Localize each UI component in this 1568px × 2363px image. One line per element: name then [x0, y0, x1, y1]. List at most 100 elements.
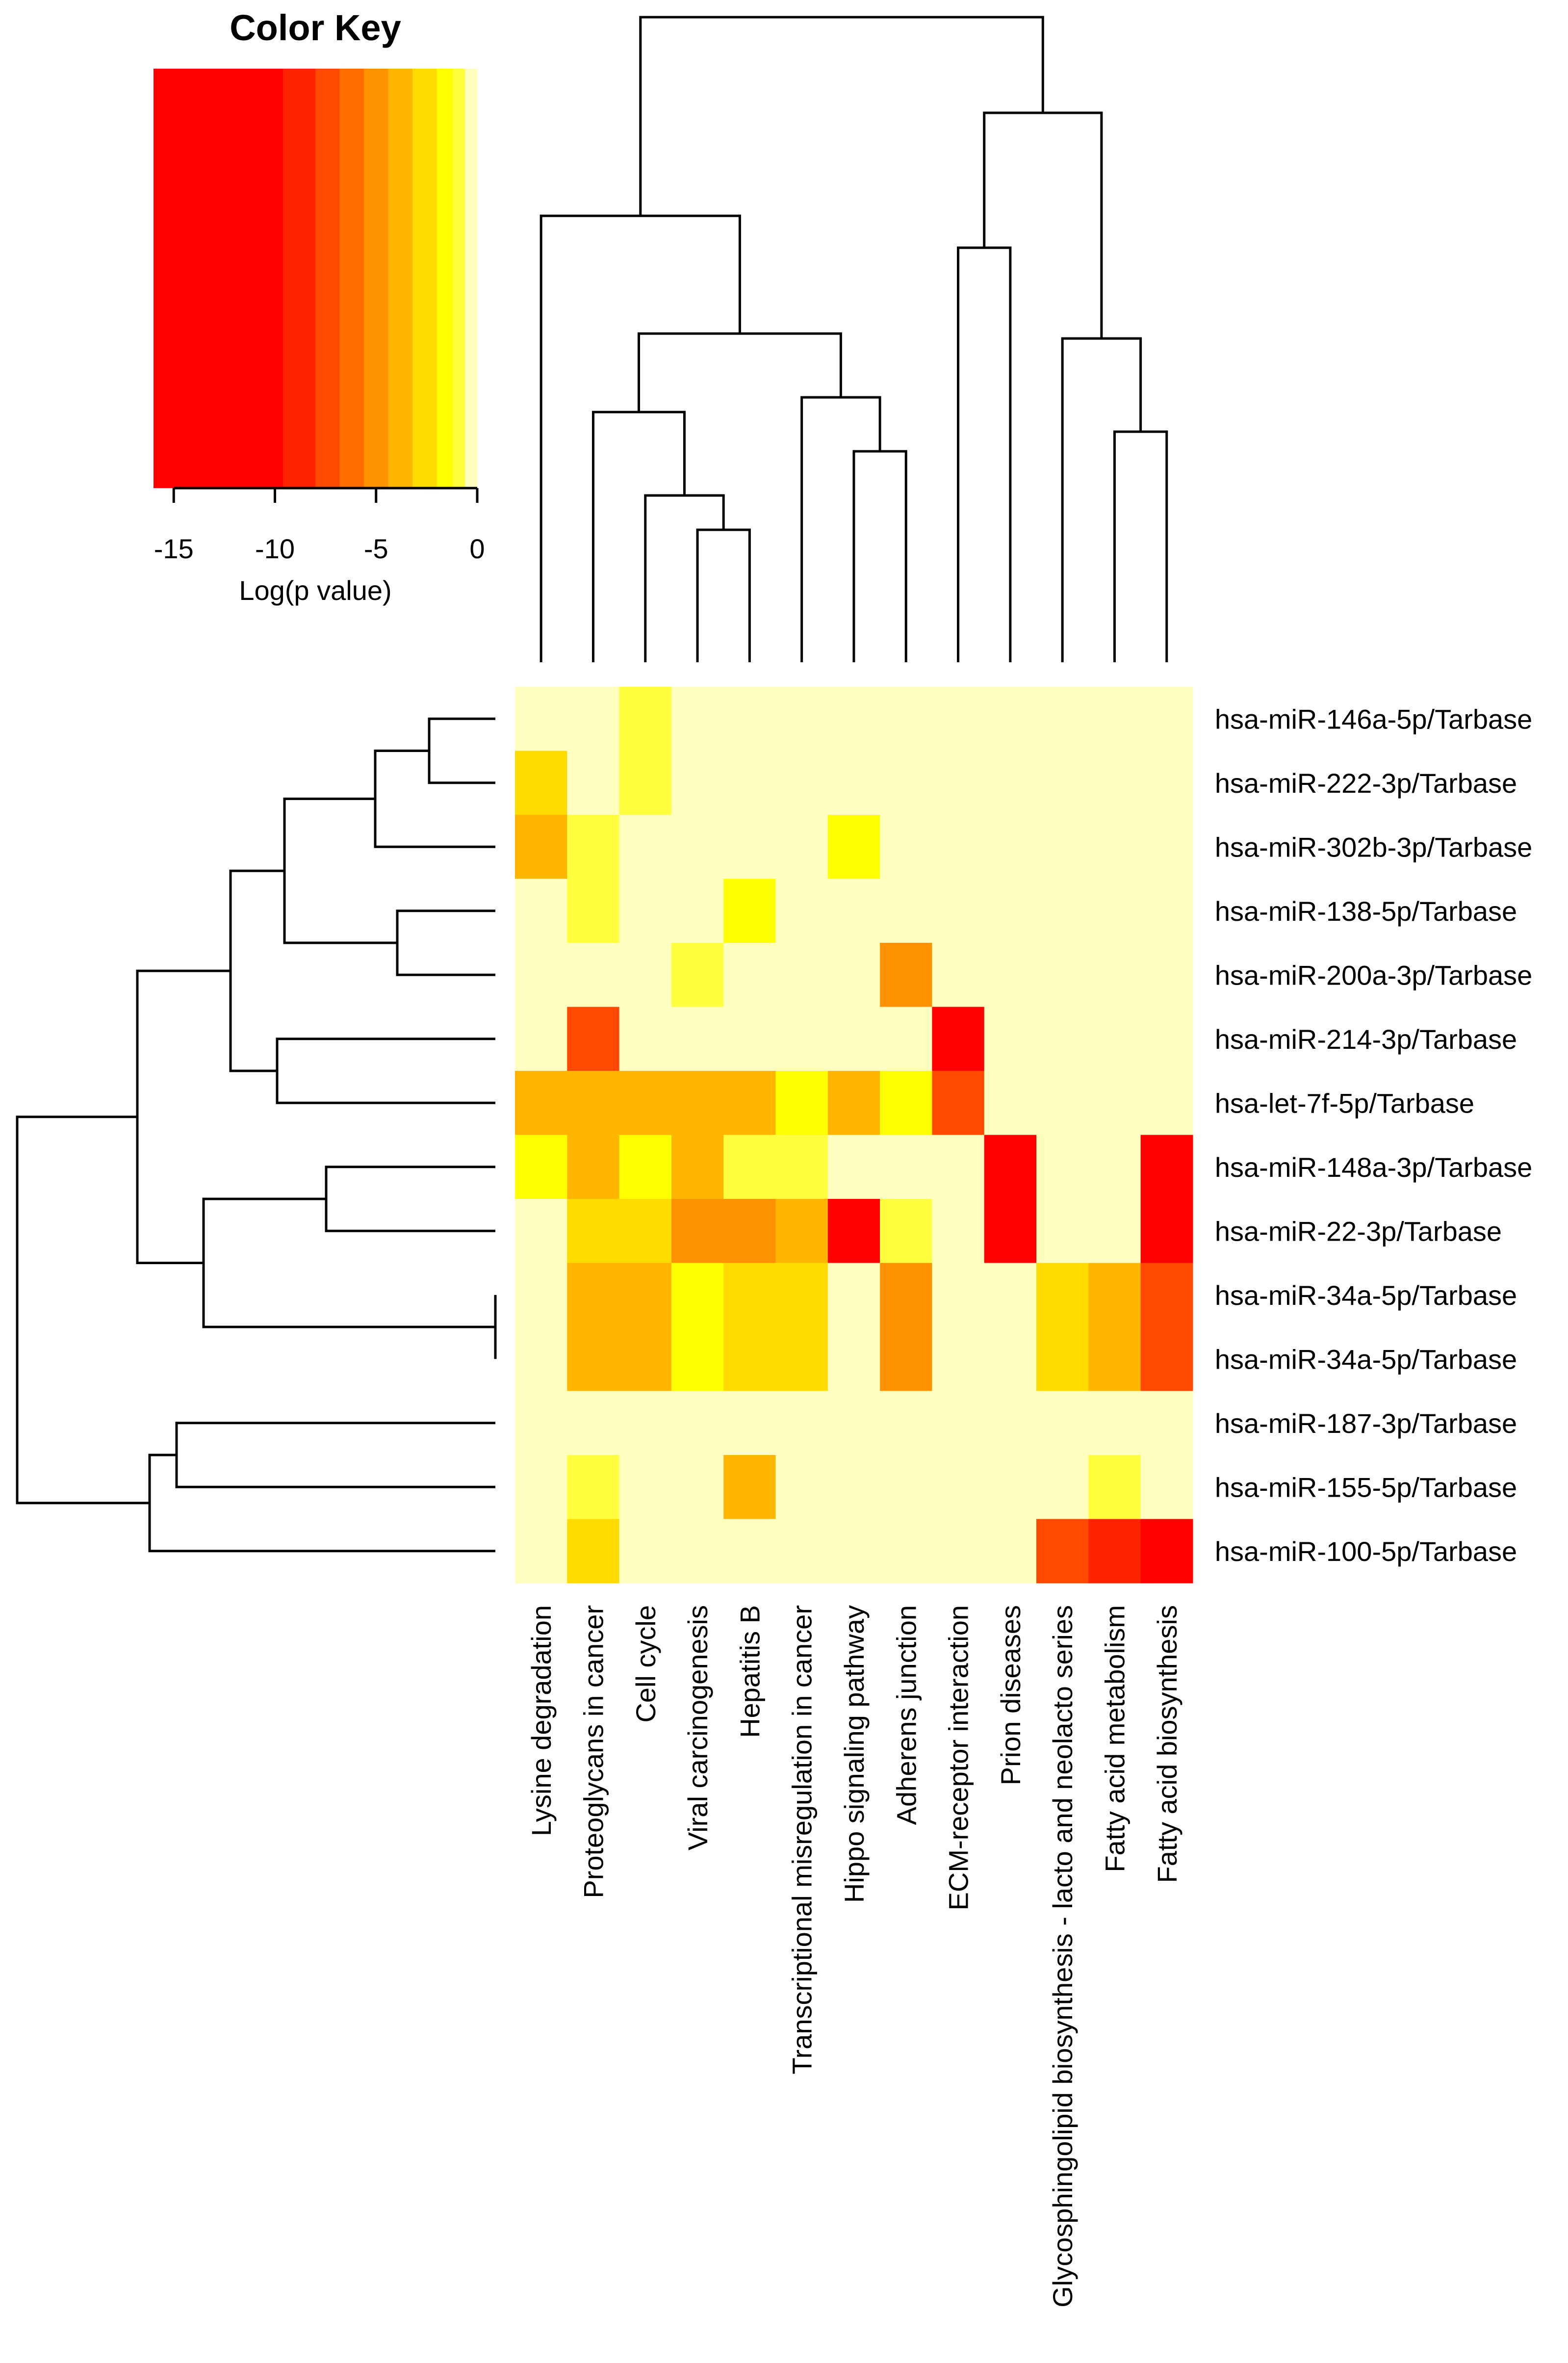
heatmap-cell [567, 687, 620, 752]
row-label: hsa-miR-148a-3p/Tarbase [1215, 1152, 1532, 1183]
color-key-bin [339, 69, 364, 488]
heatmap-cell [880, 751, 932, 815]
heatmap-cell [515, 1263, 567, 1327]
column-label: Fatty acid metabolism [1099, 1605, 1130, 1872]
heatmap-cell [984, 1199, 1037, 1264]
color-key-xlabel: Log(p value) [239, 575, 391, 606]
heatmap-cell [1088, 1391, 1141, 1455]
heatmap-cell [515, 1519, 567, 1584]
color-key-bin [364, 69, 388, 488]
column-label: Glycosphingolipid biosynthesis - lacto a… [1047, 1605, 1078, 2308]
heatmap-cell [619, 1327, 672, 1392]
dendrogram-branch [852, 450, 907, 662]
heatmap-cell [1036, 1071, 1089, 1136]
heatmap-cell [1036, 751, 1089, 815]
heatmap-cell [775, 751, 828, 815]
heatmap-cell [880, 1519, 932, 1584]
column-label: ECM-receptor interaction [943, 1605, 974, 1910]
heatmap-cell [1036, 1263, 1089, 1327]
heatmap-cell [515, 879, 567, 943]
dendrogram-branch [540, 214, 741, 662]
heatmap-cell [619, 751, 672, 815]
heatmap-cell [1088, 1135, 1141, 1199]
row-label: hsa-miR-22-3p/Tarbase [1215, 1216, 1502, 1246]
dendrogram-branch [1113, 430, 1168, 662]
heatmap-cell [775, 879, 828, 943]
dendrogram-branch [16, 1116, 150, 1505]
color-key-bin [315, 69, 340, 488]
heatmap-cell [567, 1007, 620, 1071]
heatmap-cell [827, 1327, 880, 1392]
heatmap-cell [827, 879, 880, 943]
heatmap-cell [723, 1455, 776, 1520]
column-label: Transcriptional misregulation in cancer [787, 1605, 818, 2075]
color-key-bin [412, 69, 437, 488]
heatmap-cell [619, 1263, 672, 1327]
heatmap-cell [1140, 1327, 1193, 1392]
heatmap-cell [775, 1071, 828, 1136]
heatmap-cell [880, 1391, 932, 1455]
row-label: hsa-miR-200a-3p/Tarbase [1215, 960, 1532, 990]
heatmap-cell [515, 1135, 567, 1199]
heatmap-cell [775, 1007, 828, 1071]
column-labels: Lysine degradation Proteoglycans in cance… [526, 1605, 1182, 2308]
column-label: Hippo signaling pathway [839, 1605, 870, 1903]
heatmap-cell [1088, 1455, 1141, 1520]
color-key-bin [453, 69, 465, 488]
heatmap-cell [775, 687, 828, 752]
heatmap-cell [1036, 943, 1089, 1008]
row-label: hsa-miR-214-3p/Tarbase [1215, 1024, 1517, 1055]
heatmap-cell [880, 687, 932, 752]
heatmap-cell [567, 1455, 620, 1520]
dendrogram-branch [276, 1038, 495, 1104]
heatmap-cell [984, 1007, 1037, 1071]
heatmap-cell [567, 879, 620, 943]
heatmap-cell [671, 879, 724, 943]
heatmap-cell [671, 815, 724, 880]
heatmap-cell [723, 815, 776, 880]
heatmap-cell [827, 1263, 880, 1327]
heatmap-cell [984, 687, 1037, 752]
heatmap-cell [827, 1071, 880, 1136]
color-key-title: Color Key [230, 7, 401, 48]
heatmap-cell [1036, 1519, 1089, 1584]
heatmap-cell [515, 751, 567, 815]
color-key-tick-label: -15 [154, 533, 194, 564]
dendrogram-branch [396, 909, 495, 976]
heatmap-cell [515, 1327, 567, 1392]
row-label: hsa-miR-138-5p/Tarbase [1215, 896, 1517, 927]
heatmap-cell [827, 1135, 880, 1199]
heatmap-cell [515, 1071, 567, 1136]
heatmap-cell [1088, 751, 1141, 815]
color-key-axis: -15 -10 -5 0 [154, 487, 485, 564]
heatmap-cell [1140, 751, 1193, 815]
heatmap-cell [671, 1071, 724, 1136]
heatmap-cell [932, 687, 985, 752]
heatmap-cell [984, 1519, 1037, 1584]
dendrogram-branch [148, 1454, 495, 1553]
heatmap-cell [671, 1391, 724, 1455]
heatmap-cell [1140, 1007, 1193, 1071]
heatmap-cell [1140, 815, 1193, 880]
heatmap-cell [932, 943, 985, 1008]
heatmap-cell [932, 751, 985, 815]
heatmap-cell [1088, 943, 1141, 1008]
heatmap-cell [619, 1199, 672, 1264]
heatmap-cell [932, 1327, 985, 1392]
heatmap-cell [1036, 879, 1089, 943]
heatmap-cell [723, 1007, 776, 1071]
heatmap-cell [567, 1263, 620, 1327]
heatmap-cell [984, 1391, 1037, 1455]
heatmap-cell [671, 1519, 724, 1584]
heatmap-cell [1088, 879, 1141, 943]
dendrogram-branch [644, 494, 725, 662]
color-key-tick-label: -10 [255, 533, 295, 564]
heatmap-cell [827, 1007, 880, 1071]
column-label: Hepatitis B [734, 1605, 765, 1738]
column-label: Lysine degradation [526, 1605, 557, 1836]
dendrogram-branch [639, 16, 1044, 216]
heatmap-cell [723, 1327, 776, 1392]
heatmap-cell [827, 815, 880, 880]
heatmap-cell [723, 1391, 776, 1455]
heatmap-cell [880, 1071, 932, 1136]
